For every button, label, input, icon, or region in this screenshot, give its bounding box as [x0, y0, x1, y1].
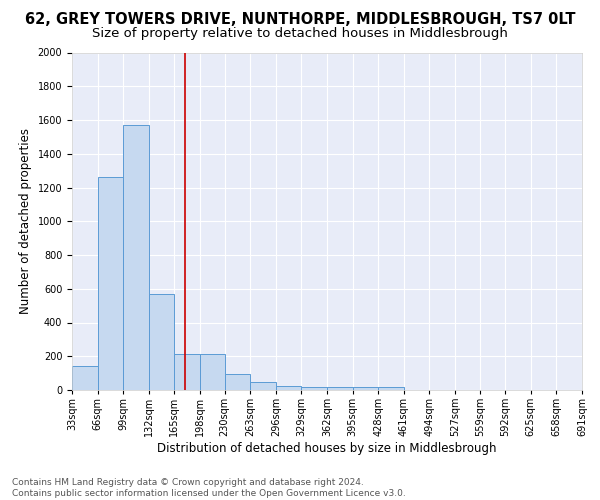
- Bar: [175, 354, 200, 390]
- Bar: [200, 354, 226, 390]
- Bar: [327, 386, 353, 390]
- Bar: [301, 386, 327, 390]
- Bar: [98, 176, 123, 390]
- X-axis label: Distribution of detached houses by size in Middlesbrough: Distribution of detached houses by size …: [157, 442, 497, 455]
- Text: 62, GREY TOWERS DRIVE, NUNTHORPE, MIDDLESBROUGH, TS7 0LT: 62, GREY TOWERS DRIVE, NUNTHORPE, MIDDLE…: [25, 12, 575, 28]
- Bar: [250, 382, 276, 390]
- Bar: [378, 388, 404, 390]
- Bar: [353, 386, 378, 390]
- Text: Contains HM Land Registry data © Crown copyright and database right 2024.
Contai: Contains HM Land Registry data © Crown c…: [12, 478, 406, 498]
- Bar: [72, 366, 98, 390]
- Bar: [123, 125, 149, 390]
- Bar: [224, 374, 250, 390]
- Bar: [149, 294, 175, 390]
- Y-axis label: Number of detached properties: Number of detached properties: [19, 128, 32, 314]
- Text: Size of property relative to detached houses in Middlesbrough: Size of property relative to detached ho…: [92, 28, 508, 40]
- Bar: [276, 386, 301, 390]
- Text: 62 GREY TOWERS DRIVE: 179sqm
← 93% of detached houses are smaller (3,622)
7% of : 62 GREY TOWERS DRIVE: 179sqm ← 93% of de…: [0, 499, 1, 500]
